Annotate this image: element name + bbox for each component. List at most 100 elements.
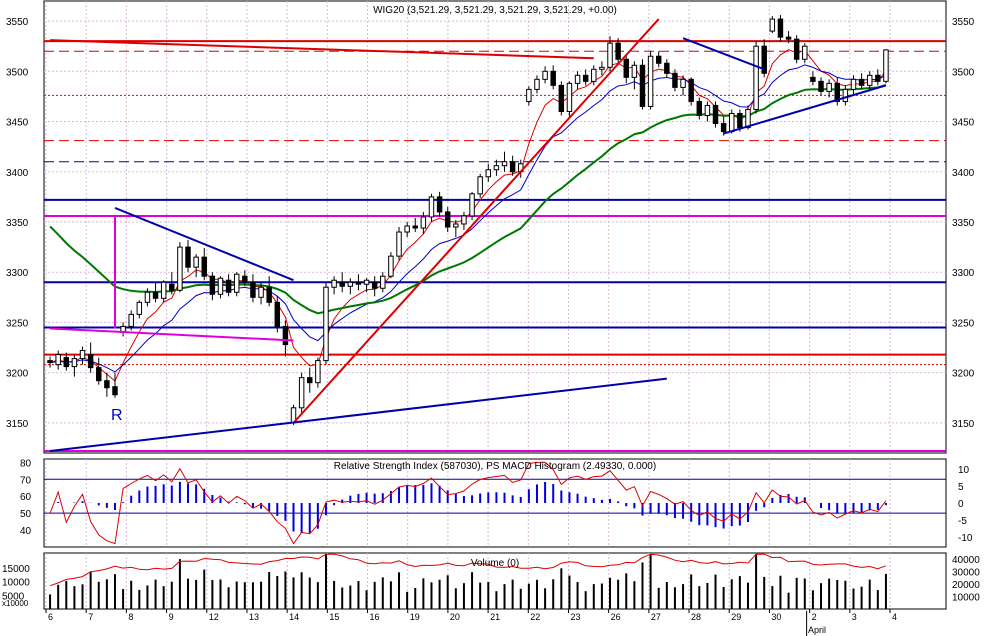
- trendline: [114, 206, 294, 282]
- candle-body: [209, 275, 216, 295]
- candle-body: [647, 55, 654, 107]
- candle-body: [558, 84, 565, 112]
- x-tick-label: 7: [88, 612, 93, 622]
- candle-body: [315, 360, 321, 384]
- volume-tick-left: 15000: [2, 564, 30, 575]
- candle-body: [355, 281, 362, 285]
- candle-body: [875, 74, 881, 82]
- candle-body: [493, 165, 500, 171]
- indicator-panel-frame: [43, 458, 947, 548]
- candle-body: [501, 161, 508, 167]
- x-tick-label: 29: [731, 612, 741, 622]
- candle-body: [720, 123, 727, 133]
- x-tick-label: 3: [852, 612, 857, 622]
- trendline: [292, 18, 660, 424]
- candle-body: [591, 68, 597, 82]
- candle-body: [47, 360, 53, 364]
- candle-body: [574, 74, 581, 84]
- candle-body: [842, 88, 849, 102]
- trendline: [50, 327, 294, 342]
- volume-tick-left: 10000: [2, 578, 30, 589]
- candle-body: [307, 377, 313, 384]
- y-tick-label-right: 3150: [952, 419, 975, 430]
- x-tick-label: 22: [530, 612, 540, 622]
- candle-body: [639, 64, 646, 107]
- candle-body: [225, 279, 232, 293]
- candlesticks: [47, 15, 889, 425]
- x-tick-label: 14: [289, 612, 299, 622]
- candle-body: [371, 281, 378, 289]
- candle-body: [582, 74, 589, 82]
- candle-body: [680, 78, 686, 88]
- candle-body: [266, 286, 272, 303]
- candle-body: [79, 350, 86, 360]
- candle-body: [347, 281, 354, 287]
- x-tick-label: 15: [329, 612, 339, 622]
- candle-body: [485, 169, 492, 178]
- candle-body: [526, 88, 532, 102]
- y-tick-label-left: 3350: [6, 218, 29, 229]
- volume-panel-frame: [43, 552, 947, 610]
- candle-body: [615, 42, 621, 60]
- candle-body: [542, 70, 548, 80]
- candle-body: [461, 215, 467, 225]
- trendline: [50, 39, 594, 60]
- volume-ma-line: [49, 553, 887, 587]
- candle-body: [444, 211, 451, 228]
- axis-labels: 6 7 8 9 12 13 14 15 16 19 20 21 22 23 26 27 28 29 30 2 3 4315…: [2, 17, 980, 636]
- y-tick-label-right: 3300: [952, 268, 975, 279]
- candle-body: [785, 36, 792, 40]
- candle-body: [104, 380, 110, 389]
- candle-body: [737, 112, 743, 129]
- volume-series: [49, 553, 887, 609]
- candle-body: [160, 281, 167, 299]
- candle-body: [696, 100, 703, 117]
- indicator-tick-left: 40: [20, 526, 32, 537]
- candle-body: [436, 196, 443, 213]
- candle-body: [404, 225, 410, 233]
- candle-body: [655, 55, 662, 64]
- y-tick-label-left: 3200: [6, 369, 29, 380]
- ma-mid-line: [50, 64, 887, 373]
- y-tick-label-left: 3550: [6, 17, 29, 28]
- indicator-tick-left: 50: [20, 509, 32, 520]
- candle-body: [185, 246, 191, 268]
- candle-body: [388, 255, 394, 277]
- indicator-tick-right: 10: [958, 465, 970, 476]
- indicator-tick-right: 0: [958, 499, 964, 510]
- candle-body: [420, 216, 427, 229]
- candle-body: [858, 78, 865, 86]
- candle-body: [453, 223, 459, 228]
- candle-body: [363, 279, 370, 285]
- candle-body: [477, 176, 483, 195]
- candle-body: [233, 273, 240, 293]
- candle-body: [152, 291, 159, 299]
- candle-body: [136, 301, 143, 315]
- candle-body: [87, 354, 94, 369]
- candle-body: [71, 358, 78, 368]
- candle-body: [664, 62, 670, 74]
- candle-body: [201, 256, 207, 277]
- indicator-panel-title: Relative Strength Index (587030), PS MAC…: [334, 461, 656, 472]
- x-tick-label: 2: [812, 612, 817, 622]
- price-panel-frame: [43, 0, 947, 454]
- candle-body: [761, 45, 767, 74]
- y-tick-label-right: 3450: [952, 118, 975, 129]
- volume-scale-label: x10000: [2, 599, 29, 608]
- candle-body: [802, 45, 808, 60]
- candle-body: [866, 74, 873, 86]
- candle-body: [826, 82, 832, 92]
- y-tick-label-left: 3300: [6, 268, 29, 279]
- candle-body: [144, 291, 151, 303]
- candle-body: [834, 82, 840, 102]
- x-tick-label: 23: [570, 612, 580, 622]
- candle-body: [63, 357, 70, 368]
- grid-lines: [44, 1, 946, 609]
- candle-body: [769, 18, 776, 32]
- volume-tick-left: 5000: [2, 591, 25, 602]
- x-tick-label: 8: [128, 612, 133, 622]
- candle-body: [745, 108, 751, 129]
- candle-body: [777, 18, 784, 38]
